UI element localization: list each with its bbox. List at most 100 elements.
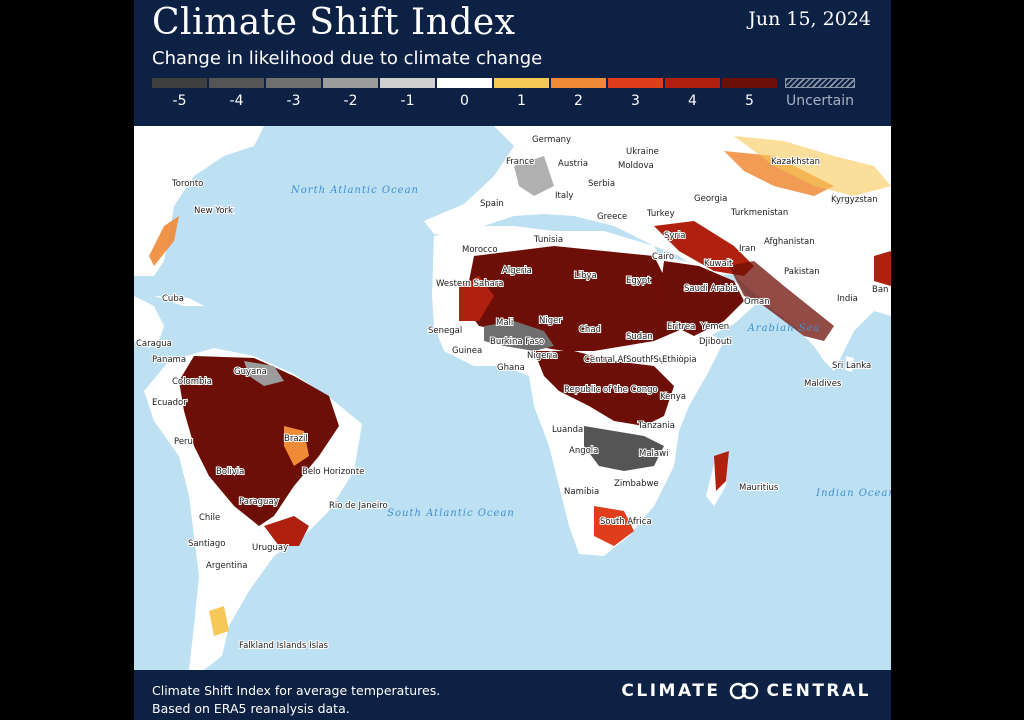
legend-item: 4 <box>665 78 720 109</box>
legend-item: -4 <box>209 78 264 109</box>
place-label: Morocco <box>462 245 498 255</box>
place-label: India <box>837 294 858 304</box>
map-panel: Climate Shift Index Jun 15, 2024 Change … <box>134 0 891 720</box>
place-label: Iran <box>739 244 756 254</box>
world-map: North Atlantic Ocean South Atlantic Ocea… <box>134 126 891 670</box>
place-label: Brazil <box>284 434 308 444</box>
ocean-label-north-atlantic: North Atlantic Ocean <box>290 185 419 196</box>
land-central-america <box>134 296 164 348</box>
place-label: Santiago <box>188 539 226 549</box>
place-label: Angola <box>569 446 598 456</box>
place-label: Djibouti <box>699 337 732 347</box>
place-label: Guinea <box>452 346 482 356</box>
place-label: Peru <box>174 437 193 447</box>
place-label: Turkmenistan <box>730 208 788 218</box>
legend-swatch <box>494 78 549 88</box>
page-title: Climate Shift Index <box>152 2 516 43</box>
place-label: Spain <box>480 199 504 209</box>
legend-item: 5 <box>722 78 777 109</box>
place-label: Mali <box>496 318 513 328</box>
place-label: Panama <box>152 355 186 365</box>
legend-swatch <box>665 78 720 88</box>
place-label: Greece <box>597 212 627 222</box>
ocean-labels: North Atlantic Ocean South Atlantic Ocea… <box>290 185 891 519</box>
place-label: Central African Republic <box>584 355 687 365</box>
place-label: Germany <box>532 135 571 145</box>
place-label: Serbia <box>588 179 615 189</box>
place-label: Caragua <box>136 339 172 349</box>
place-label: Libya <box>574 271 597 281</box>
place-label: Senegal <box>428 326 462 336</box>
legend-item: 1 <box>494 78 549 109</box>
place-label: Cairo <box>652 252 674 262</box>
legend-label: -5 <box>172 93 187 109</box>
place-label: Belo Horizonte <box>302 467 364 477</box>
place-label: Italy <box>555 191 573 201</box>
legend-label: -2 <box>343 93 358 109</box>
place-label: Moldova <box>618 161 654 171</box>
place-label: Toronto <box>171 179 203 189</box>
place-label: Sri Lanka <box>832 361 871 371</box>
legend-item: -5 <box>152 78 207 109</box>
place-label: Burkina Faso <box>490 337 544 347</box>
place-label: Georgia <box>694 194 727 204</box>
ocean-label-south-atlantic: South Atlantic Ocean <box>387 508 515 519</box>
legend-label: 2 <box>574 93 583 109</box>
legend-label: 1 <box>517 93 526 109</box>
legend-item: -2 <box>323 78 378 109</box>
place-label: Sudan <box>626 332 653 342</box>
legend-swatch-uncertain <box>785 78 855 88</box>
place-label: Afghanistan <box>764 237 815 247</box>
legend-label: 0 <box>460 93 469 109</box>
place-label: Argentina <box>206 561 247 571</box>
place-label: Ghana <box>497 363 525 373</box>
legend-swatch <box>323 78 378 88</box>
place-label: Namibia <box>564 487 599 497</box>
place-label: Saudi Arabia <box>684 284 738 294</box>
place-label: Turkey <box>646 209 675 219</box>
place-label: New York <box>194 206 233 216</box>
place-label: Ukraine <box>626 147 659 157</box>
legend-swatch <box>152 78 207 88</box>
legend-label: 4 <box>688 93 697 109</box>
subtitle: Change in likelihood due to climate chan… <box>152 48 543 69</box>
legend-item: 0 <box>437 78 492 109</box>
place-label: Niger <box>539 316 562 326</box>
place-label: Pakistan <box>784 267 820 277</box>
place-label: Ethiopia <box>662 355 697 365</box>
place-label: Rio de Janeiro <box>329 501 388 511</box>
climate-central-logo: CLIMATE CENTRAL <box>621 681 871 701</box>
place-label: Bolivia <box>216 467 244 477</box>
place-label: Guyana <box>234 367 267 377</box>
legend-swatch <box>266 78 321 88</box>
place-label: Western Sahara <box>436 279 503 289</box>
footer-line: Climate Shift Index for average temperat… <box>152 683 441 698</box>
place-label: Austria <box>558 159 588 169</box>
ocean-label-indian: Indian Ocean <box>815 488 891 499</box>
logo-rings-icon <box>729 682 758 700</box>
legend-swatch <box>608 78 663 88</box>
place-label: Egypt <box>626 276 651 286</box>
place-label: Chile <box>199 513 220 523</box>
place-label: South Africa <box>600 517 652 527</box>
csi-shading <box>149 136 891 636</box>
legend-label: -3 <box>286 93 301 109</box>
place-label: Nigeria <box>527 351 557 361</box>
legend-label: -4 <box>229 93 244 109</box>
legend-item: 2 <box>551 78 606 109</box>
place-label: Kazakhstan <box>771 157 820 167</box>
place-label: Yemen <box>700 322 729 332</box>
place-label: Colombia <box>172 377 212 387</box>
land-sri-lanka <box>845 356 854 372</box>
place-label: Kyrgyzstan <box>831 195 878 205</box>
legend-swatch <box>437 78 492 88</box>
brand-word-left: CLIMATE <box>621 681 721 701</box>
legend-label: -1 <box>400 93 415 109</box>
place-label: Oman <box>744 297 770 307</box>
place-label: Luanda <box>552 425 583 435</box>
legend-item: -3 <box>266 78 321 109</box>
ocean-label-arabian-sea: Arabian Sea <box>747 323 821 334</box>
place-labels: Toronto New York Cuba Caragua Panama Col… <box>135 134 889 652</box>
place-label: Maldives <box>804 379 842 389</box>
place-label: Chad <box>579 325 601 335</box>
